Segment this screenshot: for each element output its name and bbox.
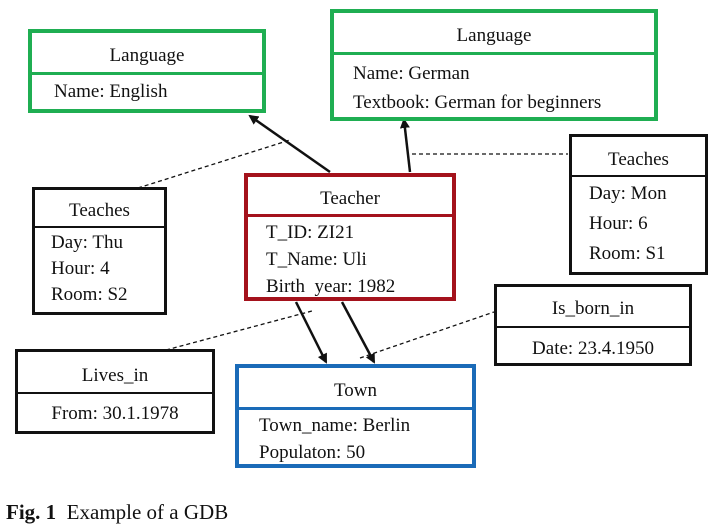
node-title: Teaches bbox=[572, 137, 705, 177]
node-line: Hour: 6 bbox=[589, 213, 648, 234]
edge-teacher-to-town-a bbox=[294, 301, 328, 364]
link-is-born-in bbox=[359, 311, 495, 359]
node-line: Hour: 4 bbox=[51, 258, 110, 279]
node-line: Textbook: German for beginners bbox=[353, 92, 602, 113]
node-line: Day: Thu bbox=[51, 232, 123, 253]
edge-property-teaches-thu[interactable]: Teaches Day: Thu Hour: 4 Room: S2 bbox=[32, 187, 167, 315]
edge-teacher-to-language-german bbox=[399, 118, 412, 173]
node-title: Is_born_in bbox=[497, 287, 689, 328]
node-line: Room: S2 bbox=[51, 284, 128, 305]
edge-property-is-born-in[interactable]: Is_born_in Date: 23.4.1950 bbox=[494, 284, 692, 366]
node-line: Populaton: 50 bbox=[259, 442, 366, 463]
node-language-german[interactable]: Language Name: German Textbook: German f… bbox=[330, 9, 658, 121]
node-town[interactable]: Town Town_name: Berlin Populaton: 50 bbox=[235, 364, 476, 468]
node-language-english[interactable]: Language Name: English bbox=[28, 29, 266, 113]
node-line: From: 30.1.1978 bbox=[51, 403, 179, 424]
node-line: Room: S1 bbox=[589, 243, 666, 264]
node-line: Town_name: Berlin bbox=[259, 415, 411, 436]
node-title: Teaches bbox=[35, 190, 164, 228]
figure-caption-text: Example of a GDB bbox=[66, 500, 229, 524]
figure-caption: Fig. 1 Example of a GDB bbox=[6, 500, 228, 525]
figure-label: Fig. 1 bbox=[6, 500, 57, 524]
node-teacher[interactable]: Teacher T_ID: ZI21 T_Name: Uli Birth yea… bbox=[244, 173, 456, 301]
node-line: T_Name: Uli bbox=[266, 249, 367, 270]
edge-property-lives-in[interactable]: Lives_in From: 30.1.1978 bbox=[15, 349, 215, 434]
node-title: Town bbox=[239, 368, 472, 410]
node-line: Date: 23.4.1950 bbox=[532, 338, 654, 359]
edge-property-teaches-mon[interactable]: Teaches Day: Mon Hour: 6 Room: S1 bbox=[569, 134, 708, 275]
node-title: Teacher bbox=[248, 177, 452, 217]
node-line: Day: Mon bbox=[589, 183, 667, 204]
node-line: Name: English bbox=[54, 81, 168, 102]
link-teaches-left bbox=[137, 139, 291, 189]
node-line: T_ID: ZI21 bbox=[266, 222, 355, 243]
edge-teacher-to-town-b bbox=[340, 301, 376, 364]
node-title: Lives_in bbox=[18, 352, 212, 394]
node-title: Language bbox=[334, 13, 654, 55]
node-title: Language bbox=[32, 33, 262, 75]
node-line: Birth year: 1982 bbox=[266, 276, 396, 297]
link-lives-in bbox=[165, 310, 313, 351]
node-line: Name: German bbox=[353, 63, 470, 84]
edge-teacher-to-language-english bbox=[248, 114, 331, 174]
